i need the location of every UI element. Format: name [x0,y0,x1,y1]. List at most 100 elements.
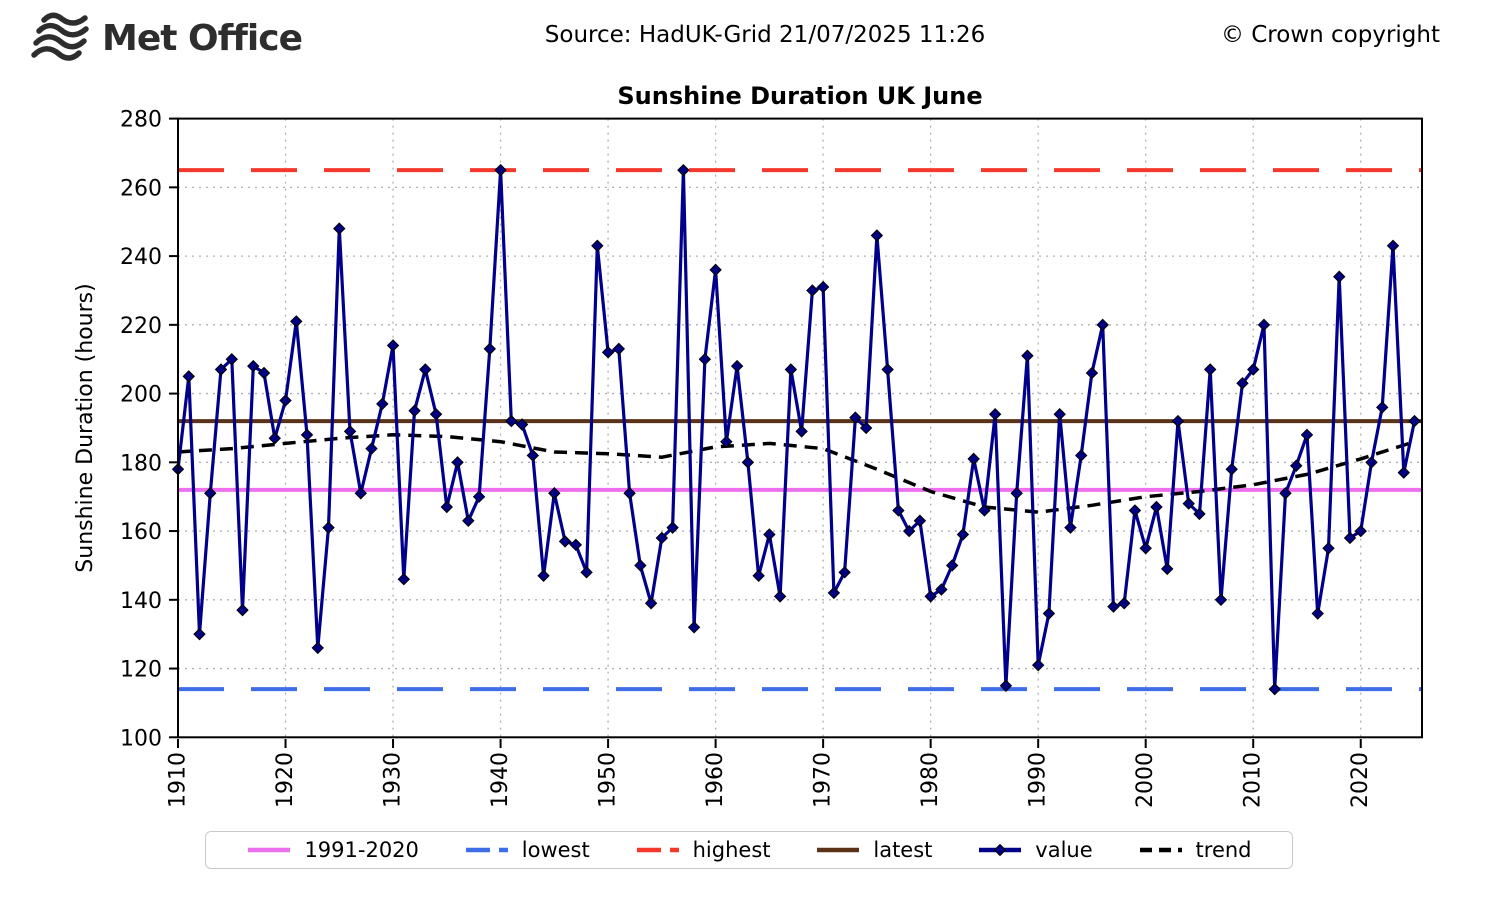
x-tick-label: 1960 [703,752,728,808]
data-point [225,352,238,366]
data-point [720,435,733,448]
data-point [1117,597,1131,610]
legend-swatch-1991-2020-icon [248,847,291,853]
data-point [397,572,411,586]
data-point [483,342,497,356]
data-point [623,487,636,500]
data-point [1128,504,1142,517]
data-point [1031,658,1045,672]
data-point [666,521,679,534]
data-point [548,487,561,500]
data-point [376,397,389,411]
data-point [472,490,486,503]
data-point [655,531,669,545]
data-point [311,641,324,655]
data-point [354,487,367,500]
data-point [214,363,228,376]
data-point [806,284,819,297]
legend-swatch-highest-icon [636,847,679,853]
x-tick-label: 2020 [1348,752,1373,808]
legend-swatch-lowest-icon [465,847,508,853]
data-point [1354,524,1367,538]
data-point [1397,466,1410,479]
legend-item-trend: trend [1138,838,1252,862]
data-point [849,411,862,424]
data-point [709,263,722,277]
data-point [1300,428,1314,442]
data-point [462,514,475,527]
data-point [1182,497,1195,510]
data-point [193,627,206,641]
legend-label: value [1035,838,1093,862]
data-point [945,559,959,572]
legend-label: lowest [521,838,590,862]
data-point [988,407,1002,421]
data-point [1236,377,1249,390]
data-point [999,679,1013,692]
data-point [257,366,271,380]
legend-item-highest: highest [635,838,771,862]
data-point [827,586,841,600]
data-point [290,315,303,328]
data-point [1171,414,1185,428]
data-point [1365,456,1378,469]
legend-label: latest [873,838,933,862]
data-point [1074,449,1088,462]
data-point [1107,600,1120,613]
data-point [343,425,357,438]
data-point [924,590,937,603]
y-tick-label: 180 [120,451,162,476]
data-point [1193,507,1206,521]
data-point [978,504,991,517]
data-point [913,514,927,527]
data-point [956,528,970,541]
data-point [1053,407,1066,421]
data-point [612,342,626,356]
data-point [558,535,572,548]
data-point [1257,318,1271,332]
x-tick-label: 1940 [488,752,513,808]
data-point [515,418,529,431]
data-point [644,597,658,610]
data-point [204,487,217,500]
data-point [451,456,464,469]
data-point [1010,487,1023,500]
data-point [1247,363,1260,376]
logo-text: Met Office [102,17,303,59]
data-point [569,538,583,552]
data-point [279,394,292,407]
source-text: Source: HadUK-Grid 21/07/2025 11:26 [544,22,986,48]
data-point [419,363,432,376]
y-tick-label: 120 [120,658,162,683]
x-tick-label: 2010 [1241,752,1266,808]
legend-swatch-trend-icon [1139,847,1182,853]
data-point [1322,542,1335,555]
y-tick-label: 100 [120,726,162,751]
data-point [1160,562,1174,576]
trend-line [177,433,1416,514]
x-tick-label: 1990 [1026,752,1051,808]
data-point [580,566,593,579]
data-point [429,407,443,421]
y-tick-label: 140 [120,589,162,614]
x-tick-label: 1920 [273,752,298,808]
data-point [773,590,787,603]
data-point [526,449,540,462]
data-point [881,363,894,376]
data-point [1290,459,1303,472]
legend-item-value: value [977,838,1093,862]
legend-label: trend [1195,838,1252,862]
data-point [698,352,712,366]
data-point [730,359,744,373]
data-point [752,569,765,582]
x-tick-label: 1980 [918,752,943,808]
legend-swatch-value-icon [979,843,1022,857]
copyright-text: © Crown copyright [1220,22,1440,48]
y-tick-label: 280 [120,108,162,133]
data-point [408,404,421,417]
data-point [333,222,346,235]
data-point [1333,270,1346,283]
data-point [870,229,884,242]
data-point [591,239,604,252]
